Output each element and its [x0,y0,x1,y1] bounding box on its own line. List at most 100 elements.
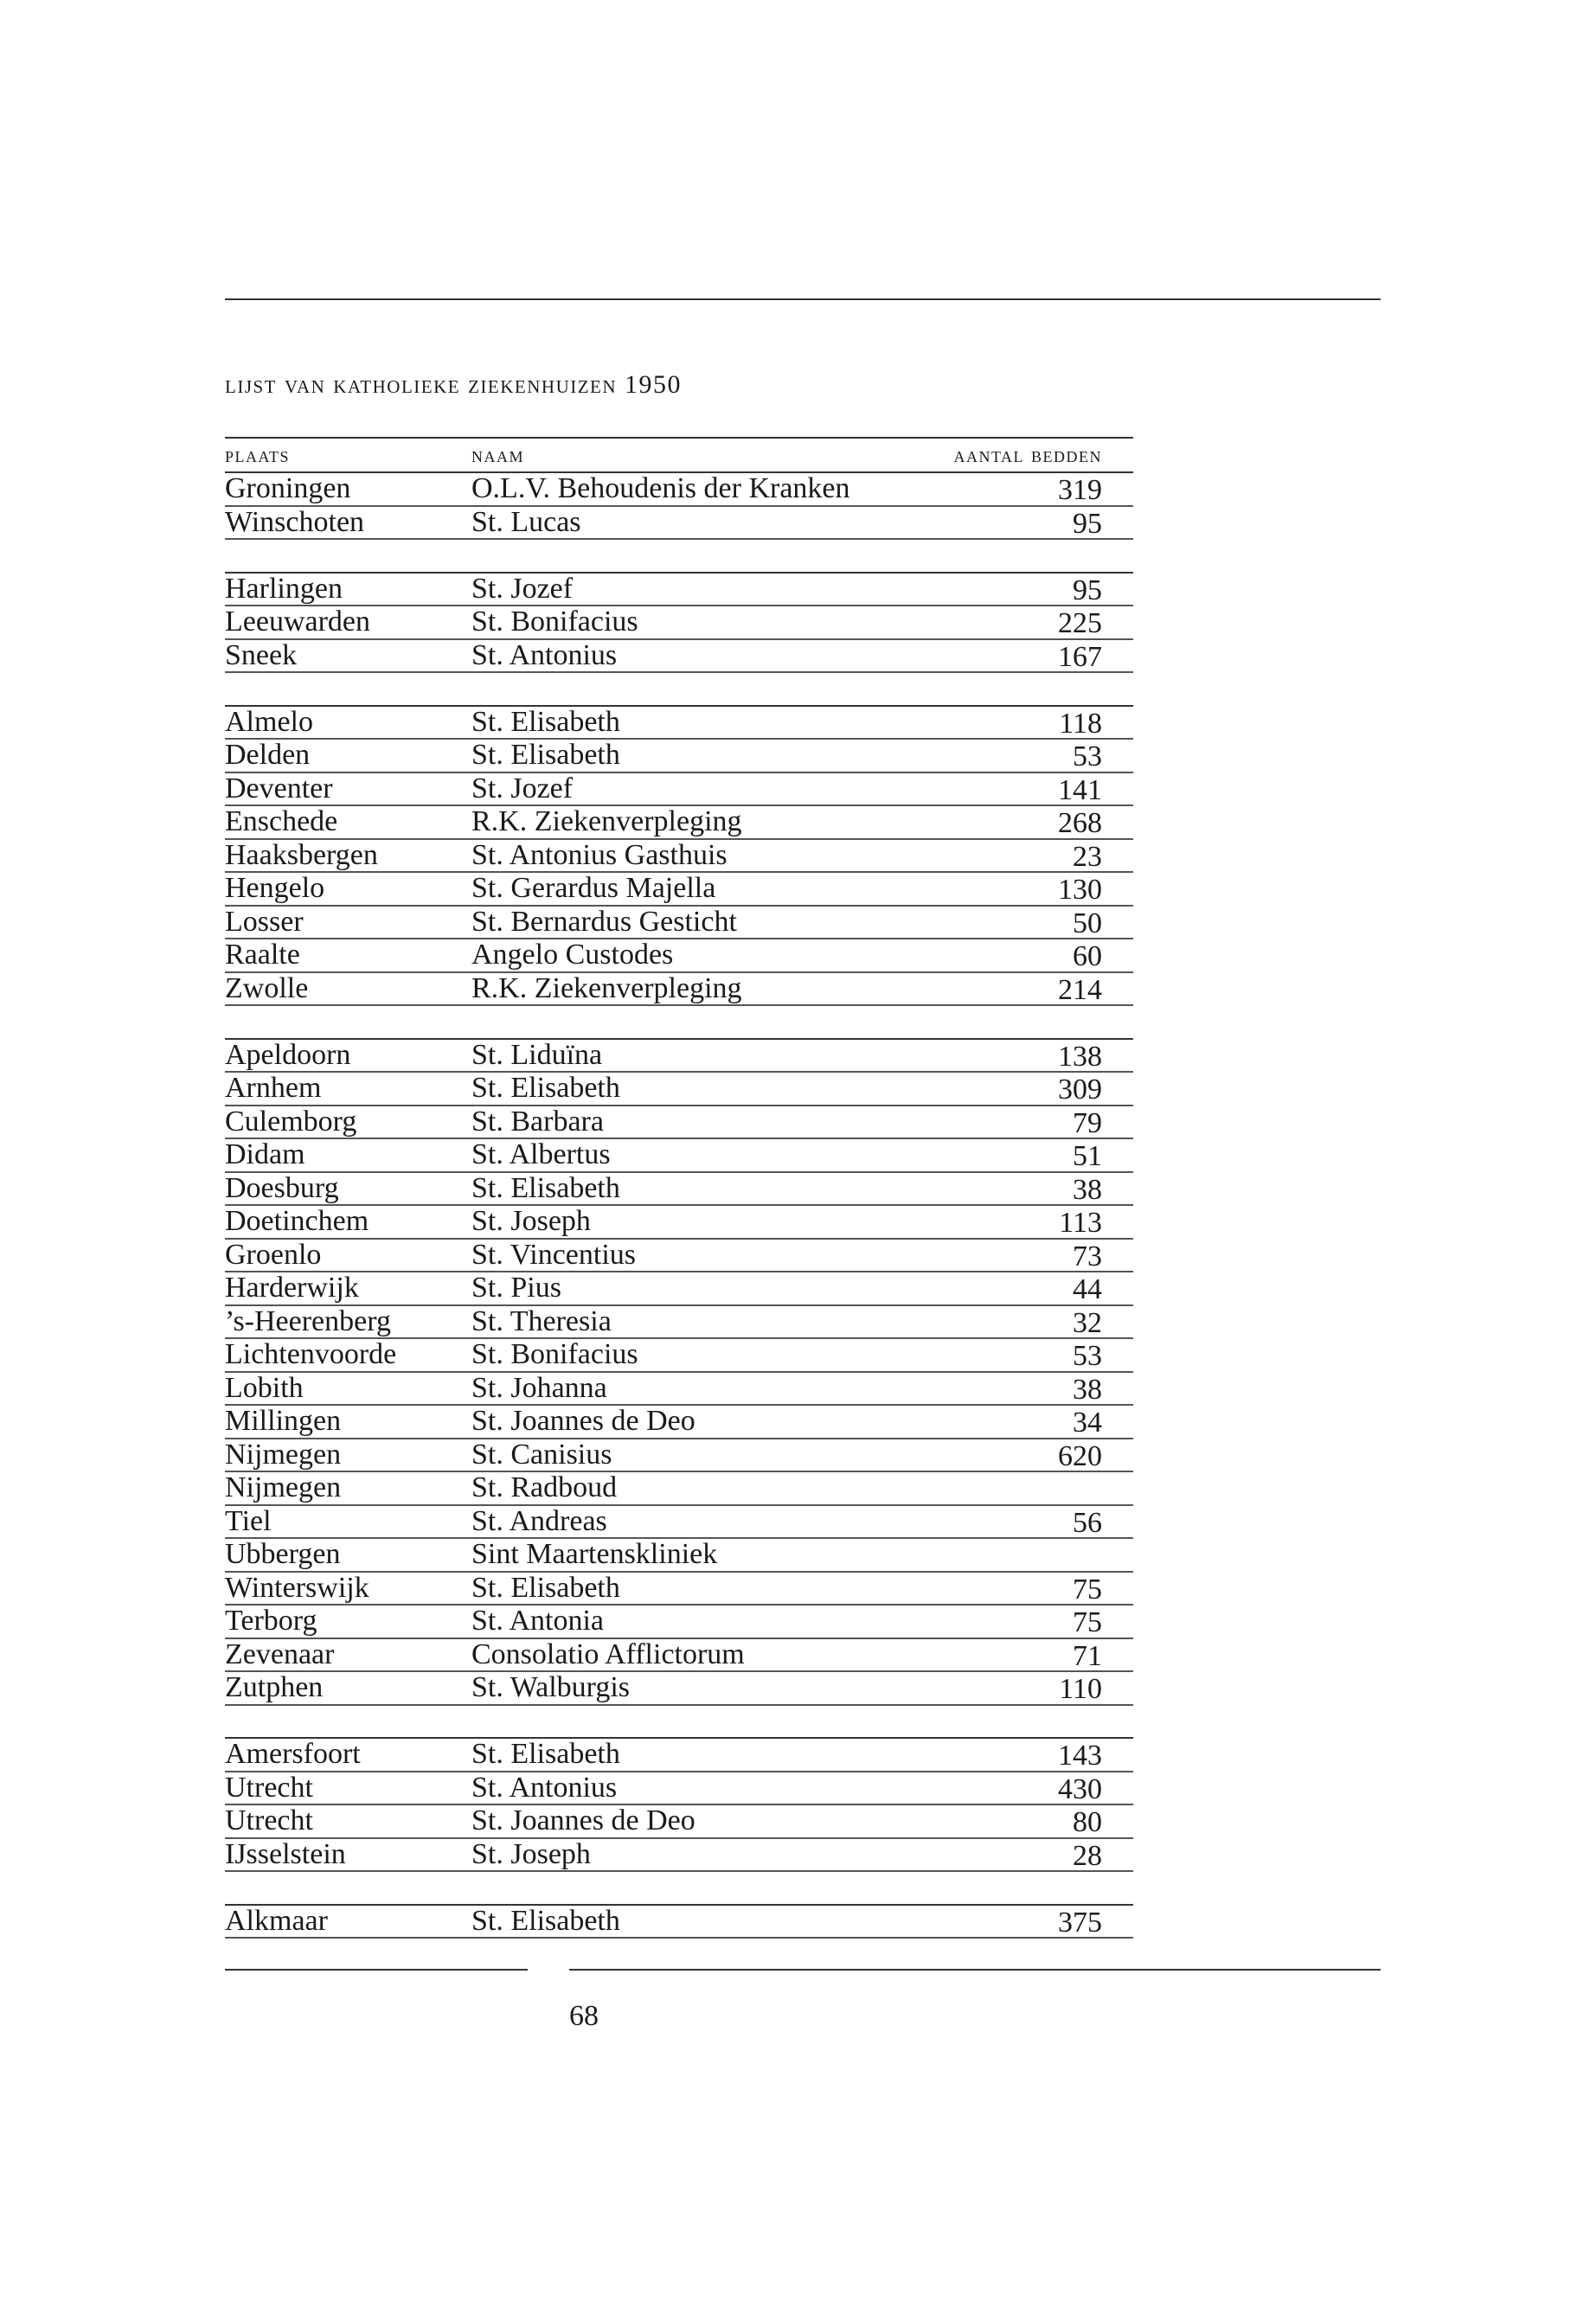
table-row: Doetinchem St. Joseph 113 [225,1206,1133,1240]
cell-naam: St. Elisabeth [471,1171,620,1204]
cell-bedden: 620 [1058,1439,1102,1472]
group-spacer [225,1706,1133,1739]
table-row: Zevenaar Consolatio Afflictorum 71 [225,1638,1133,1672]
cell-plaats: Deventer [225,772,333,804]
table-row: Harlingen St. Jozef 95 [225,572,1133,606]
cell-bedden: 95 [1073,574,1102,606]
cell-plaats: Haaksbergen [225,838,378,871]
table-row: Amersfoort St. Elisabeth 143 [225,1739,1133,1772]
table-row: Utrecht St. Antonius 430 [225,1772,1133,1805]
page-number: 68 [569,2000,599,2032]
cell-bedden: 430 [1058,1772,1102,1805]
cell-naam: O.L.V. Behoudenis der Kranken [471,472,850,504]
cell-bedden: 319 [1058,474,1102,506]
cell-bedden: 44 [1073,1273,1102,1305]
table-row: Nijmegen St. Canisius 620 [225,1438,1133,1472]
cell-bedden: 75 [1073,1606,1102,1638]
table-row: Millingen St. Joannes de Deo 34 [225,1406,1133,1439]
cell-plaats: Ubbergen [225,1538,341,1570]
table-row: Winterswijk St. Elisabeth 75 [225,1571,1133,1606]
table-row: Losser St. Bernardus Gesticht 50 [225,906,1133,939]
table-row: Doesburg St. Elisabeth 38 [225,1171,1133,1206]
cell-naam: St. Elisabeth [471,739,620,771]
table-row: Alkmaar St. Elisabeth 375 [225,1904,1133,1939]
cell-plaats: Winterswijk [225,1571,369,1604]
table-row: Tiel St. Andreas 56 [225,1504,1133,1539]
table-row: Haaksbergen St. Antonius Gasthuis 23 [225,838,1133,873]
cell-naam: St. Joannes de Deo [471,1405,695,1437]
cell-naam: St. Vincentius [471,1238,637,1271]
cell-bedden: 225 [1058,607,1102,639]
table-row: IJsselstein St. Joseph 28 [225,1837,1133,1872]
table-row: Zutphen St. Walburgis 110 [225,1672,1133,1706]
table-row: Deventer St. Jozef 141 [225,772,1133,806]
cell-bedden: 95 [1073,507,1102,540]
cell-naam: St. Antonia [471,1605,605,1637]
group-spacer [225,540,1133,574]
cell-plaats: Doesburg [225,1171,339,1204]
table-row: Enschede R.K. Ziekenverpleging 268 [225,806,1133,840]
cell-naam: St. Elisabeth [471,1571,620,1604]
cell-bedden: 28 [1073,1839,1102,1872]
cell-bedden: 138 [1058,1040,1102,1073]
cell-plaats: ’s-Heerenberg [225,1304,391,1337]
cell-bedden: 34 [1073,1407,1102,1439]
cell-plaats: Groningen [225,472,351,504]
table-row: Arnhem St. Elisabeth 309 [225,1073,1133,1106]
cell-plaats: Utrecht [225,1804,313,1836]
bottom-rule-left [225,1969,528,1971]
hospital-table: Plaats Naam Aantal bedden Groningen O.L.V… [225,437,1133,1939]
cell-plaats: Leeuwarden [225,606,371,638]
cell-bedden: 167 [1058,640,1102,673]
cell-bedden: 56 [1073,1506,1102,1539]
cell-plaats: Groenlo [225,1238,322,1271]
cell-naam: St. Elisabeth [471,1904,620,1937]
table-row: Groningen O.L.V. Behoudenis der Kranken 31… [225,473,1133,507]
cell-bedden: 23 [1073,840,1102,873]
cell-plaats: Doetinchem [225,1205,369,1237]
group-spacer [225,1006,1133,1040]
table-row: Nijmegen St. Radboud [225,1472,1133,1506]
cell-naam: St. Theresia [471,1304,612,1337]
table-row: Leeuwarden St. Bonifacius 225 [225,606,1133,640]
cell-plaats: Enschede [225,805,338,837]
cell-plaats: Harderwijk [225,1272,359,1304]
cell-plaats: Sneek [225,638,298,671]
cell-bedden: 143 [1058,1740,1102,1772]
cell-naam: St. Liduïna [471,1038,603,1071]
group-spacer [225,1872,1133,1906]
cell-plaats: Winschoten [225,505,365,538]
header-plaats: Plaats [225,442,291,467]
cell-naam: St. Elisabeth [471,1738,620,1770]
table-row: Zwolle R.K. Ziekenverpleging 214 [225,972,1133,1006]
table-row: Lichtenvoorde St. Bonifacius 53 [225,1339,1133,1373]
cell-plaats: Amersfoort [225,1738,361,1770]
cell-plaats: Culemborg [225,1105,357,1138]
cell-plaats: Alkmaar [225,1904,328,1937]
cell-naam: St. Joseph [471,1205,591,1237]
cell-plaats: Harlingen [225,572,343,605]
cell-plaats: IJsselstein [225,1837,346,1870]
cell-naam: Consolatio Afflictorum [471,1638,745,1670]
bottom-rule-right [569,1969,1381,1971]
cell-plaats: Hengelo [225,872,325,904]
cell-bedden: 214 [1058,973,1102,1006]
cell-naam: St. Walburgis [471,1671,631,1703]
cell-naam: St. Canisius [471,1438,612,1471]
cell-plaats: Tiel [225,1504,272,1537]
cell-naam: St. Radboud [471,1471,618,1503]
page-title: Lijst van katholieke ziekenhuizen 1950 [225,370,683,399]
cell-naam: St. Joseph [471,1837,591,1870]
cell-naam: St. Barbara [471,1105,604,1138]
cell-naam: St. Antonius Gasthuis [471,838,727,871]
cell-bedden: 51 [1073,1140,1102,1172]
cell-naam: St. Lucas [471,505,581,538]
cell-bedden: 118 [1059,707,1102,740]
cell-bedden: 71 [1073,1639,1102,1672]
cell-bedden: 38 [1073,1173,1102,1206]
table-row: Culemborg St. Barbara 79 [225,1105,1133,1139]
header-aantal-bedden: Aantal bedden [953,442,1102,467]
table-row: Didam St. Albertus 51 [225,1139,1133,1173]
table-row: Delden St. Elisabeth 53 [225,740,1133,773]
table-row: Almelo St. Elisabeth 118 [225,706,1133,740]
